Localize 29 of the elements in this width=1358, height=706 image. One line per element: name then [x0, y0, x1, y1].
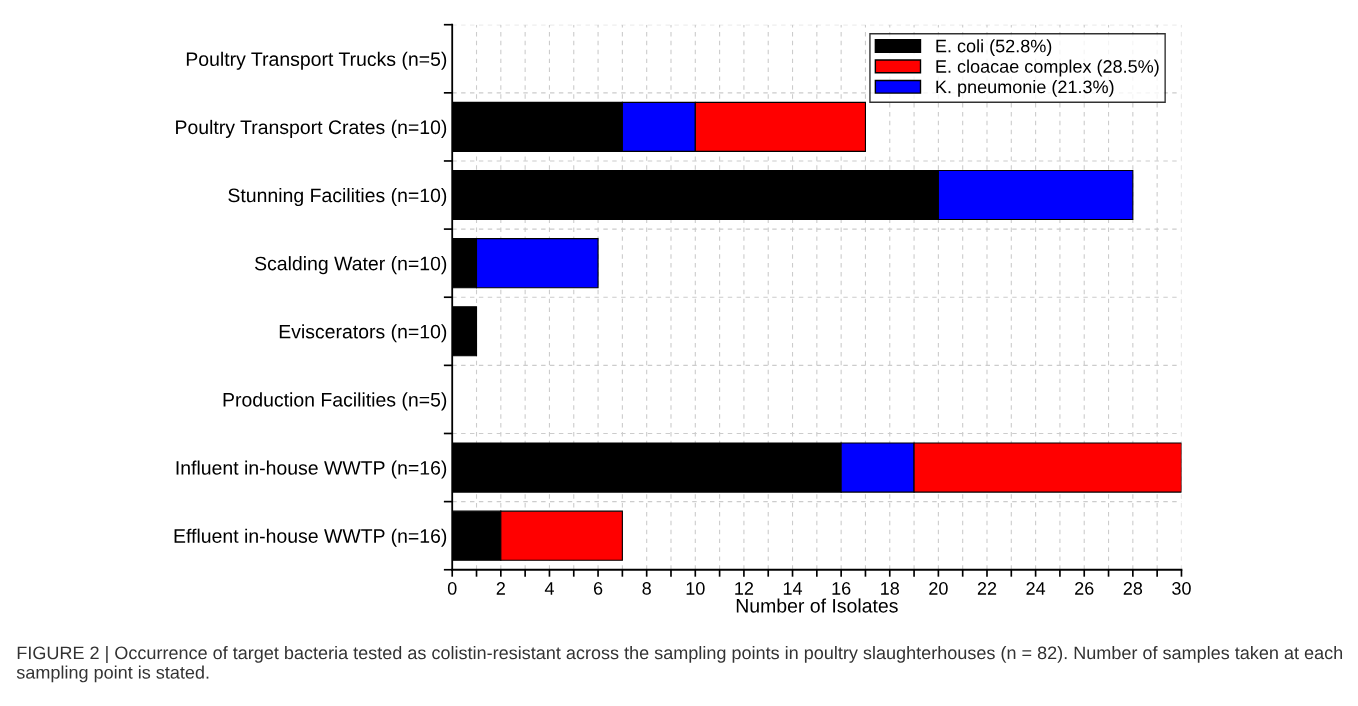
- x-tick-label: 22: [977, 582, 997, 595]
- x-tick-label: 20: [929, 582, 948, 595]
- caption: FIGURE 2 | Occurrence of target bacteria tested as colistin-resistant across the sampling points in poultry slaughterhouses (n = 82). Number of samples taken at each sampling point is stated.: [16, 645, 1343, 683]
- x-tick-label: 30: [1172, 582, 1191, 595]
- y-tick-label: Influent in-house WWTP (n=16): [176, 460, 447, 479]
- x-tick-label: 14: [783, 582, 803, 595]
- y-tick-label: Scalding Water (n=10): [254, 256, 447, 275]
- x-tick-label: 2: [496, 582, 505, 595]
- y-tick-label: Eviscerators (n=10): [279, 324, 447, 343]
- x-tick-label: 4: [544, 582, 554, 595]
- x-tick-label: 0: [447, 582, 457, 595]
- x-tick-label: 26: [1075, 582, 1094, 595]
- y-tick-label: Stunning Facilities (n=10): [228, 187, 447, 207]
- x-axis-title: Number of Isolates: [736, 598, 898, 613]
- x-tick-label: 16: [832, 582, 851, 595]
- legend-label: E. cloacae complex (28.5%): [936, 59, 1159, 77]
- x-tick-label: 6: [593, 582, 603, 595]
- x-tick-label: 24: [1026, 582, 1046, 595]
- x-tick-label: 8: [642, 582, 651, 595]
- x-tick-label: 12: [735, 582, 754, 595]
- x-tick-label: 18: [881, 582, 900, 595]
- y-tick-label: Effluent in-house WWTP (n=16): [174, 528, 447, 547]
- y-tick-label: Poultry Transport Trucks (n=5): [186, 51, 447, 70]
- legend-label: E. coli (52.8%): [936, 39, 1052, 56]
- x-tick-label: 28: [1123, 582, 1143, 595]
- legend-label: K. pneumonie (21.3%): [936, 80, 1114, 97]
- y-tick-label: Poultry Transport Crates (n=10): [176, 119, 447, 138]
- x-tick-label: 10: [686, 582, 705, 595]
- y-tick-label: Production Facilities (n=5): [223, 392, 447, 411]
